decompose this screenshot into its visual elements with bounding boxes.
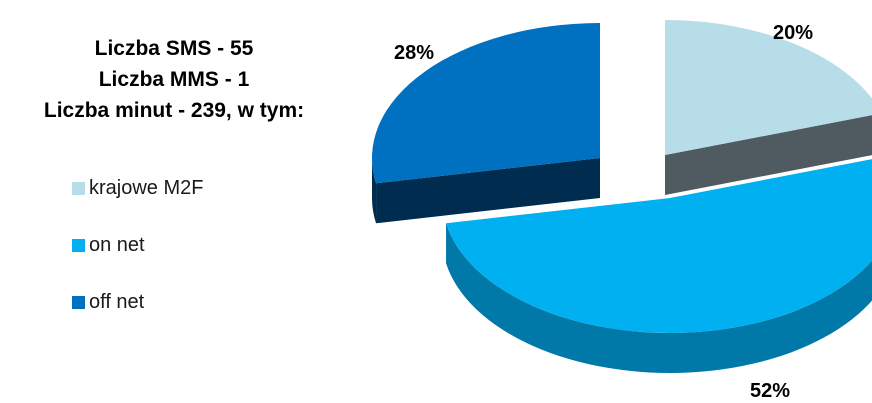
legend-item-krajowe-m2f: krajowe M2F	[72, 176, 203, 201]
pie-side-1	[446, 223, 872, 373]
legend-swatch-krajowe-m2f	[72, 182, 85, 195]
pie-cut-0-1	[665, 115, 872, 195]
legend-item-off-net: off net	[72, 290, 203, 315]
pie-sides	[372, 115, 872, 373]
legend-label-off-net: off net	[89, 291, 145, 313]
legend-swatch-off-net	[72, 296, 85, 309]
pie-tops	[372, 20, 872, 333]
pct-label-krajowe-m2f: 20%	[773, 22, 813, 44]
pie-slice-krajowe-m2f	[665, 20, 872, 155]
pct-label-off-net: 28%	[394, 42, 434, 64]
mms-count: Liczba MMS - 1	[98, 68, 250, 91]
sms-count: Liczba SMS - 55	[94, 37, 254, 60]
pie-side-2	[372, 158, 377, 224]
minutes-count: Liczba minut - 239, w tym:	[43, 99, 305, 122]
legend-label-on-net: on net	[89, 234, 145, 256]
legend-item-on-net: on net	[72, 233, 203, 258]
legend-label-krajowe-m2f: krajowe M2F	[89, 177, 204, 199]
pct-label-on-net: 52%	[750, 380, 790, 402]
pie-slice-off-net	[372, 23, 600, 184]
legend-swatch-on-net	[72, 239, 85, 252]
pie-slice-on-net	[446, 159, 872, 333]
pie-cut-2-0	[376, 158, 600, 224]
info-block: Liczba SMS - 55 Liczba MMS - 1 Liczba mi…	[0, 33, 348, 126]
legend: krajowe M2F on net off net	[72, 176, 203, 347]
